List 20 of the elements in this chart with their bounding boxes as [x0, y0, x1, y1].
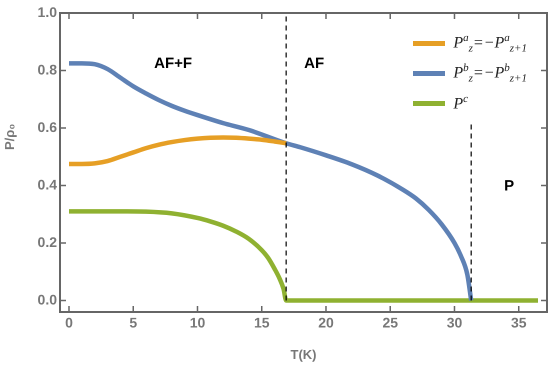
- x-tick-label: 15: [254, 314, 270, 330]
- x-tick-label: 35: [510, 314, 527, 330]
- y-tick-label: 0.8: [38, 61, 58, 78]
- legend-label: P$^{c}$: [453, 92, 468, 114]
- y-tick-label: 0.6: [38, 118, 58, 135]
- x-tick-label: 30: [446, 314, 462, 330]
- y-tick-label: 0.2: [38, 234, 58, 250]
- annotation: P: [504, 178, 514, 195]
- x-tick-label: 25: [382, 314, 398, 330]
- x-tick-label: 20: [318, 314, 334, 330]
- x-axis-title: T(K): [290, 346, 316, 362]
- y-axis-title: P/ρ₀: [2, 124, 17, 150]
- y-tick-label: 0.4: [38, 176, 58, 192]
- x-tick-label: 5: [129, 314, 138, 330]
- x-tick-label: 10: [190, 314, 206, 330]
- x-tick-label: 0: [65, 314, 74, 330]
- annotation: AF+F: [154, 54, 192, 72]
- annotation: AF: [304, 54, 324, 72]
- y-tick-label: 1.0: [38, 4, 58, 20]
- y-tick-label: 0.0: [38, 291, 58, 308]
